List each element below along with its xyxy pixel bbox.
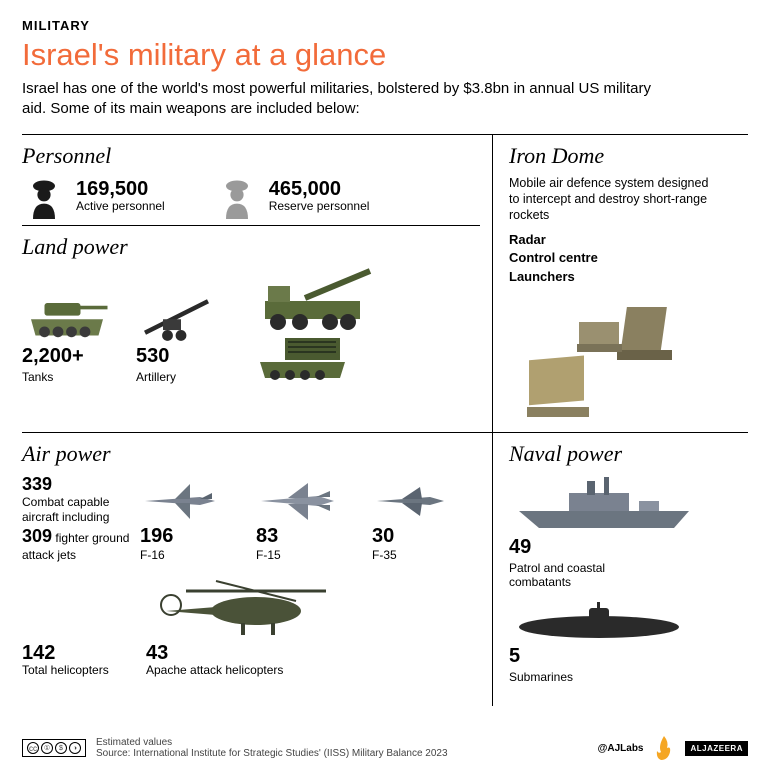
mlrs-icon [250,330,360,385]
iron-dome-title: Iron Dome [509,143,736,169]
footer-handle: @AJLabs [598,743,644,754]
footer-source: Source: International Institute for Stra… [96,748,448,759]
submarine-icon [509,602,689,642]
truck-artillery-icon [250,266,380,385]
artillery-label: Artillery [136,370,226,384]
active-value: 169,500 [76,179,165,199]
artillery-icon [136,292,226,342]
personnel-title: Personnel [22,143,480,169]
component-radar: Radar [509,231,736,249]
footer: cc ① $ ◑ Estimated values Source: Intern… [22,734,748,762]
heli-apache: 43 Apache attack helicopters [146,573,346,677]
combat-aircraft-text: 339 Combat capable aircraft including 30… [22,473,132,563]
reserve-label: Reserve personnel [269,199,370,213]
category-label: MILITARY [22,18,748,33]
land-title: Land power [22,234,480,260]
iron-dome-icon [509,292,709,422]
reserve-personnel: 465,000 Reserve personnel [215,175,370,219]
soldier-reserve-icon [215,175,259,219]
tanks-label: Tanks [22,370,112,384]
f15-item: 83 F-15 [256,479,364,562]
component-launchers: Launchers [509,268,736,286]
naval-title: Naval power [509,441,736,467]
f16-item: 196 F-16 [140,479,248,562]
soldier-active-icon [22,175,66,219]
iron-dome-components: Radar Control centre Launchers [509,231,736,286]
panel-personnel-land: Personnel 169,500 Active personnel 465,0… [22,135,492,432]
f16-icon [140,479,230,524]
reserve-value: 465,000 [269,179,370,199]
air-title: Air power [22,441,480,467]
aljazeera-flame-icon [653,734,675,762]
component-control: Control centre [509,249,736,267]
aljazeera-logo: ALJAZEERA [685,741,748,756]
iron-dome-desc: Mobile air defence system designed to in… [509,175,719,224]
ship-icon [509,473,699,533]
panel-iron-dome: Iron Dome Mobile air defence system desi… [492,135,748,432]
active-personnel: 169,500 Active personnel [22,175,165,219]
artillery-item: 530 Artillery [136,292,226,384]
subs-item: 5 Submarines [509,602,736,684]
info-grid: Personnel 169,500 Active personnel 465,0… [22,134,748,706]
apache-icon [146,573,346,643]
main-title: Israel's military at a glance [22,37,748,73]
tanks-item: 2,200+ Tanks [22,292,112,384]
f15-icon [256,479,346,524]
f35-item: 30 F-35 [372,479,480,562]
subtitle: Israel has one of the world's most power… [22,79,662,120]
tank-icon [22,292,112,342]
heli-total: 142 Total helicopters [22,643,122,677]
panel-naval: Naval power 49 Patrol and coastal combat… [492,432,748,706]
f35-icon [372,479,462,524]
artillery-value: 530 [136,346,226,366]
active-label: Active personnel [76,199,165,213]
patrol-item: 49 Patrol and coastal combatants [509,473,736,590]
cc-license-icon: cc ① $ ◑ [22,739,86,757]
tanks-value: 2,200+ [22,346,112,366]
panel-air: Air power 339 Combat capable aircraft in… [22,432,492,706]
footer-note: Estimated values [96,737,448,748]
